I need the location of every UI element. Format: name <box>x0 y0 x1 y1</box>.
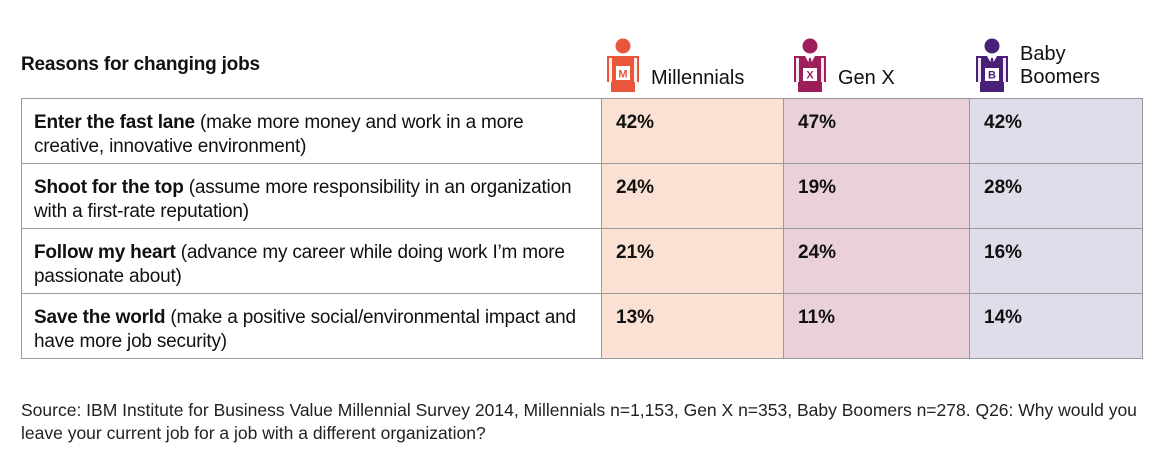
value-cell-genx: 47% <box>783 98 970 164</box>
reason-detail: (advance my career while doing work I’m … <box>34 242 565 287</box>
header-genx: X Gen X <box>790 36 895 92</box>
millennial-person-icon: M <box>607 38 639 92</box>
table-row: Follow my heart (advance my career while… <box>21 228 1143 294</box>
genx-badge: X <box>806 70 814 82</box>
value-cell-baby-boomers: 16% <box>969 228 1143 294</box>
value-cell-baby-boomers: 14% <box>969 293 1143 359</box>
value-cell-baby-boomers: 42% <box>969 98 1143 164</box>
baby-boomers-label-line-2: Boomers <box>1020 66 1101 88</box>
source-note: Source: IBM Institute for Business Value… <box>21 400 1137 443</box>
value-cell-genx: 24% <box>783 228 970 294</box>
value-cell-genx: 19% <box>783 163 970 229</box>
value-cell-millennials: 42% <box>601 98 784 164</box>
reason-detail: (assume more responsibility in an organi… <box>34 177 572 222</box>
reason-title: Save the world <box>34 307 166 328</box>
boomer-badge: B <box>988 70 996 82</box>
table-row: Save the world (make a positive social/e… <box>21 293 1143 359</box>
reason-cell: Save the world (make a positive social/e… <box>21 293 602 359</box>
genx-label: Gen X <box>838 67 895 89</box>
boomer-person-icon: B <box>976 38 1008 92</box>
value-cell-millennials: 24% <box>601 163 784 229</box>
genx-person-icon: X <box>794 38 826 92</box>
table-row: Shoot for the top (assume more responsib… <box>21 163 1143 229</box>
table-row: Enter the fast lane (make more money and… <box>21 98 1143 164</box>
value-cell-millennials: 21% <box>601 228 784 294</box>
table-title: Reasons for changing jobs <box>21 54 260 75</box>
baby-boomers-label-line-1: Baby <box>1020 43 1066 65</box>
reason-cell: Enter the fast lane (make more money and… <box>21 98 602 164</box>
reason-title: Shoot for the top <box>34 177 184 198</box>
header-baby-boomers: B Baby Boomers <box>972 36 1100 92</box>
header-millennials: M Millennials <box>603 36 744 92</box>
value-cell-baby-boomers: 28% <box>969 163 1143 229</box>
millennials-label: Millennials <box>651 67 745 89</box>
value-cell-millennials: 13% <box>601 293 784 359</box>
value-cell-genx: 11% <box>783 293 970 359</box>
reason-title: Enter the fast lane <box>34 112 195 133</box>
reason-cell: Shoot for the top (assume more responsib… <box>21 163 602 229</box>
reason-cell: Follow my heart (advance my career while… <box>21 228 602 294</box>
millennial-badge: M <box>618 69 627 81</box>
reason-detail: (make more money and work in a more crea… <box>34 112 524 157</box>
reason-detail: (make a positive social/environmental im… <box>34 307 576 352</box>
baby-boomers-label: Baby Boomers <box>1020 43 1100 89</box>
reasons-table: Enter the fast lane (make more money and… <box>21 98 1143 359</box>
reason-title: Follow my heart <box>34 242 176 263</box>
